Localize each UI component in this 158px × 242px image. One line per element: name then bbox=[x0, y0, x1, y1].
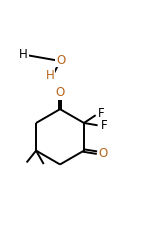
Text: O: O bbox=[56, 54, 65, 67]
Text: H: H bbox=[19, 48, 28, 61]
Text: F: F bbox=[98, 107, 105, 120]
Text: O: O bbox=[99, 147, 108, 160]
Text: H: H bbox=[45, 69, 54, 82]
Text: F: F bbox=[101, 119, 108, 132]
Text: O: O bbox=[55, 86, 65, 99]
